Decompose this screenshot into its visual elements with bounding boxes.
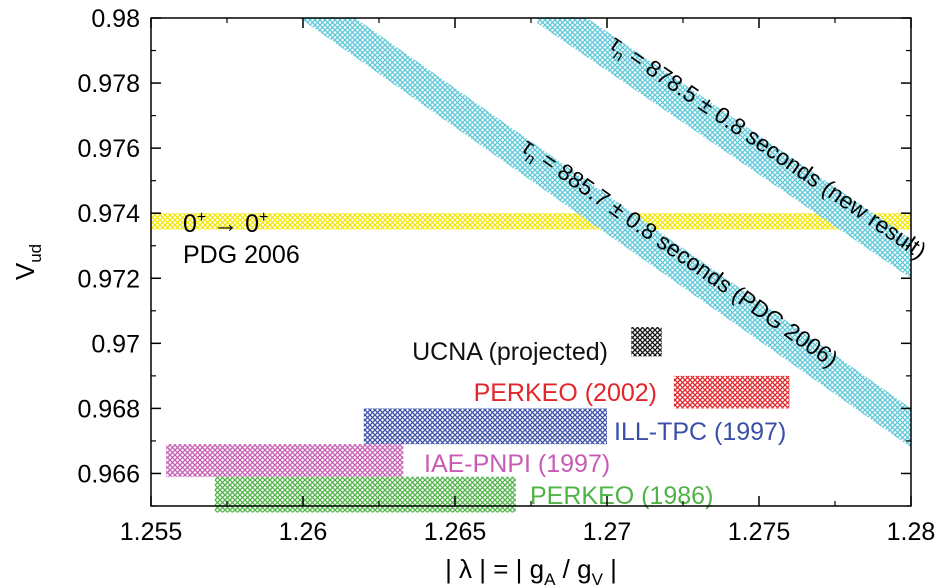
x-tick-label: 1.265	[424, 518, 487, 546]
y-tick-label: 0.966	[77, 460, 140, 488]
x-axis-title: | λ | = | gA / gV |	[445, 554, 617, 587]
measurement-box-1	[631, 327, 662, 357]
measurement-label-1: UCNA (projected)	[412, 338, 608, 366]
measurement-box-4	[166, 444, 404, 477]
y-tick-label: 0.972	[77, 265, 140, 293]
band-label-pdg2006: PDG 2006	[183, 241, 300, 269]
diagonal-band-1	[299, 18, 911, 448]
measurement-box-2	[673, 375, 790, 409]
measurement-label-2: PERKEO (2002)	[474, 379, 657, 407]
x-tick-label: 1.27	[583, 518, 632, 546]
band-label-0plus: 0+ → 0+	[183, 209, 268, 238]
x-tick-label: 1.28	[887, 518, 935, 546]
y-tick-label: 0.98	[91, 5, 140, 33]
y-tick-label: 0.978	[77, 70, 140, 98]
bands-layer	[151, 18, 911, 448]
x-tick-label: 1.26	[279, 518, 328, 546]
y-axis-title: Vud	[10, 244, 45, 280]
measurement-label-3: ILL-TPC (1997)	[614, 418, 786, 446]
x-tick-label: 1.275	[728, 518, 791, 546]
y-tick-label: 0.976	[77, 135, 140, 163]
y-tick-label: 0.974	[77, 200, 140, 228]
horizontal-band	[151, 213, 911, 230]
diagonal-band-2	[537, 18, 911, 279]
y-tick-label: 0.968	[77, 395, 140, 423]
y-tick-label: 0.97	[91, 330, 140, 358]
x-tick-label: 1.255	[120, 518, 183, 546]
ticks-layer: 1.255 1.26 1.265 1.27 1.275 1.28 0.98 0.978 0.97…	[77, 5, 935, 546]
measurement-label-4: IAE-PNPI (1997)	[424, 450, 610, 478]
measurement-box-3	[363, 408, 607, 445]
measurement-box-5	[214, 476, 516, 513]
